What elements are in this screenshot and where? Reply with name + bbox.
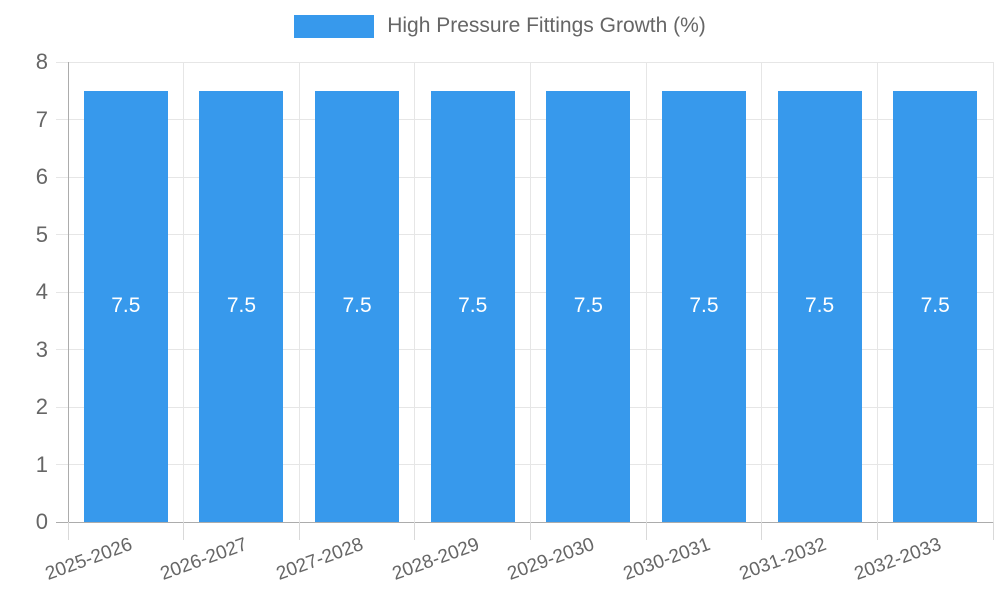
y-tick-label: 2 [35, 394, 48, 419]
bar-value-label: 7.5 [342, 294, 372, 318]
y-gridline [56, 464, 993, 465]
y-gridline [56, 234, 993, 235]
bar-value-label: 7.5 [111, 294, 141, 318]
y-tick-label: 5 [35, 221, 48, 247]
bar-value-label: 7.5 [920, 294, 950, 318]
x-axis-line [56, 521, 993, 523]
y-axis-line [67, 62, 69, 522]
y-gridline [56, 291, 993, 293]
bar-value-label: 7.5 [573, 294, 603, 318]
x-tick-mark [876, 522, 878, 540]
x-gridline [876, 62, 878, 522]
bar[interactable] [777, 90, 862, 522]
y-tick-label: 7 [35, 106, 48, 132]
legend-label: High Pressure Fittings Growth (%) [387, 14, 706, 37]
x-tick-mark [645, 522, 647, 540]
x-gridline [530, 62, 531, 522]
x-gridline [298, 62, 300, 522]
y-tick-label: 1 [35, 451, 48, 477]
x-tick-label: 2029-2030 [504, 534, 598, 585]
x-tick-label: 2027-2028 [273, 534, 367, 585]
x-gridline [761, 62, 763, 522]
y-gridline [56, 176, 993, 178]
bar[interactable] [661, 90, 746, 522]
x-tick-label: 2025-2026 [42, 534, 135, 585]
x-tick-mark [183, 522, 185, 540]
x-gridline [414, 62, 416, 522]
bar[interactable] [199, 90, 284, 522]
x-tick-mark [67, 522, 69, 540]
y-tick-label: 0 [35, 509, 48, 534]
y-gridline [56, 406, 993, 408]
y-gridline [56, 349, 993, 350]
x-tick-mark [414, 522, 416, 540]
y-tick-label: 3 [35, 336, 48, 362]
y-tick-label: 8 [35, 49, 48, 74]
x-tick-label: 2030-2031 [620, 534, 714, 585]
y-tick-label: 6 [35, 164, 48, 189]
chart-legend[interactable]: High Pressure Fittings Growth (%) [0, 14, 1000, 38]
legend-swatch [294, 14, 375, 38]
bar[interactable] [83, 90, 168, 522]
bar[interactable] [430, 90, 515, 522]
y-gridline [56, 61, 993, 63]
x-tick-mark [761, 522, 763, 540]
x-tick-mark [298, 522, 300, 540]
bar[interactable] [315, 90, 400, 522]
x-gridline [183, 62, 185, 522]
y-tick-label: 4 [35, 279, 48, 304]
x-tick-label: 2028-2029 [389, 534, 482, 585]
x-tick-mark [992, 522, 994, 540]
x-gridline [645, 62, 647, 522]
x-tick-label: 2032-2033 [851, 534, 945, 585]
x-tick-label: 2026-2027 [158, 534, 251, 585]
x-gridline [992, 62, 994, 522]
bar-value-label: 7.5 [458, 294, 488, 318]
bar[interactable] [546, 90, 631, 522]
bar-value-label: 7.5 [226, 294, 257, 318]
x-tick-label: 2031-2032 [736, 534, 829, 585]
bar[interactable] [893, 90, 978, 522]
bar-value-label: 7.5 [689, 294, 719, 318]
y-gridline [56, 119, 993, 120]
bar-value-label: 7.5 [804, 294, 835, 318]
x-tick-mark [530, 522, 531, 540]
